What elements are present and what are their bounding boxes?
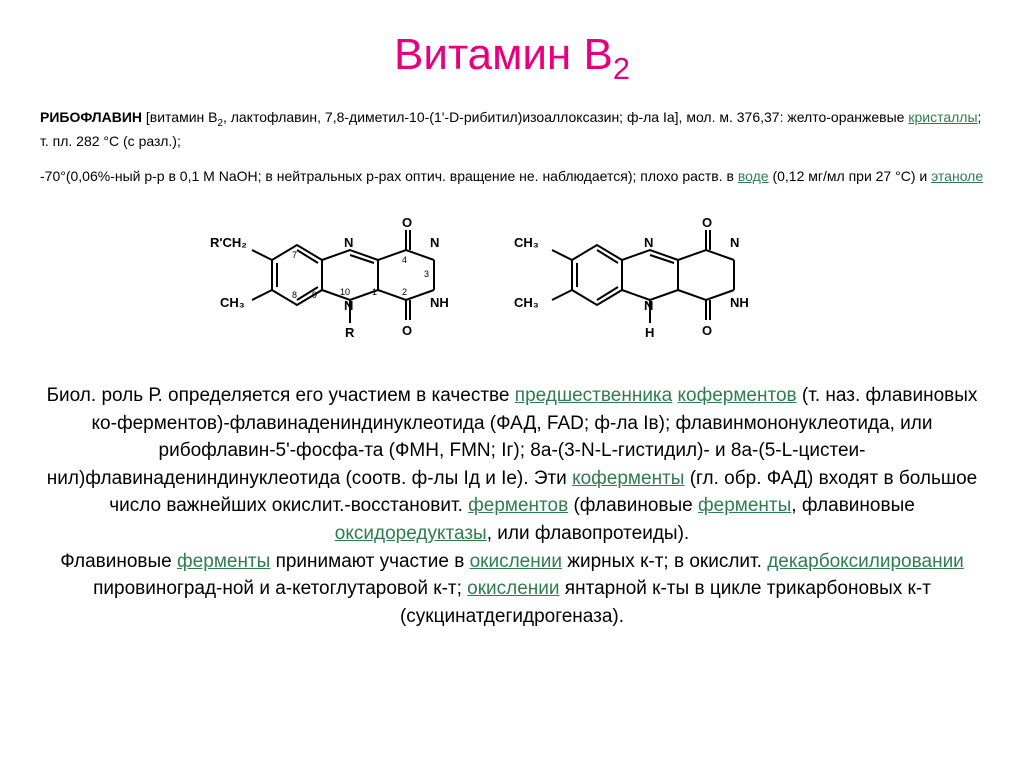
svg-text:O: O [702, 323, 712, 338]
riboflavin-lead: РИБОФЛАВИН [40, 109, 142, 125]
link-enzymes-2[interactable]: ферменты [698, 495, 791, 516]
svg-text:CH₃: CH₃ [514, 235, 539, 250]
link-oxidoreductases[interactable]: оксидоредуктазы [335, 523, 487, 544]
svg-text:7: 7 [292, 250, 297, 260]
svg-text:9: 9 [312, 290, 317, 300]
svg-text:O: O [702, 215, 712, 230]
svg-text:NH: NH [730, 295, 749, 310]
riboflavin-structure-svg: R'CH₂ CH₃ N N N NH O O R 7 8 9 10 1 2 3 … [202, 205, 822, 355]
svg-text:N: N [730, 235, 739, 250]
title-main: Витамин В [394, 30, 613, 79]
svg-text:N: N [344, 298, 353, 313]
svg-text:CH₃: CH₃ [514, 295, 539, 310]
intro-paragraph-2: -70°(0,06%-ный р-р в 0,1 М NaOH; в нейтр… [40, 166, 984, 187]
link-precursor[interactable]: предшественника [515, 385, 672, 406]
svg-text:N: N [644, 298, 653, 313]
svg-text:4: 4 [402, 255, 407, 265]
svg-text:2: 2 [402, 287, 407, 297]
link-coenzymes-1[interactable]: коферментов [678, 385, 797, 406]
page-title: Витамин В2 [40, 30, 984, 87]
svg-text:8: 8 [292, 290, 297, 300]
svg-text:R: R [345, 325, 355, 340]
svg-text:R'CH₂: R'CH₂ [210, 235, 247, 250]
link-coenzymes-2[interactable]: коферменты [572, 468, 684, 489]
svg-text:1: 1 [372, 287, 377, 297]
svg-text:N: N [644, 235, 653, 250]
svg-text:3: 3 [424, 269, 429, 279]
body-paragraph: Биол. роль Р. определяется его участием … [40, 382, 984, 630]
link-oxidation-1[interactable]: окислении [470, 551, 562, 572]
svg-text:NH: NH [430, 295, 449, 310]
link-ethanol[interactable]: этаноле [931, 168, 983, 184]
intro-paragraph-1: РИБОФЛАВИН [витамин В2, лактофлавин, 7,8… [40, 107, 984, 152]
link-oxidation-2[interactable]: окислении [467, 578, 559, 599]
link-enzymes-3[interactable]: ферменты [177, 551, 270, 572]
svg-text:CH₃: CH₃ [220, 295, 245, 310]
svg-text:O: O [402, 215, 412, 230]
link-decarboxylation[interactable]: декарбоксилировании [767, 551, 964, 572]
svg-text:N: N [430, 235, 439, 250]
svg-text:H: H [645, 325, 654, 340]
svg-text:N: N [344, 235, 353, 250]
svg-text:O: O [402, 323, 412, 338]
title-sub: 2 [613, 51, 630, 86]
svg-text:10: 10 [340, 287, 350, 297]
chemical-structure-diagram: R'CH₂ CH₃ N N N NH O O R 7 8 9 10 1 2 3 … [40, 205, 984, 360]
link-water[interactable]: воде [738, 168, 769, 184]
link-crystals[interactable]: кристаллы [908, 109, 977, 125]
link-enzymes-1[interactable]: ферментов [468, 495, 568, 516]
